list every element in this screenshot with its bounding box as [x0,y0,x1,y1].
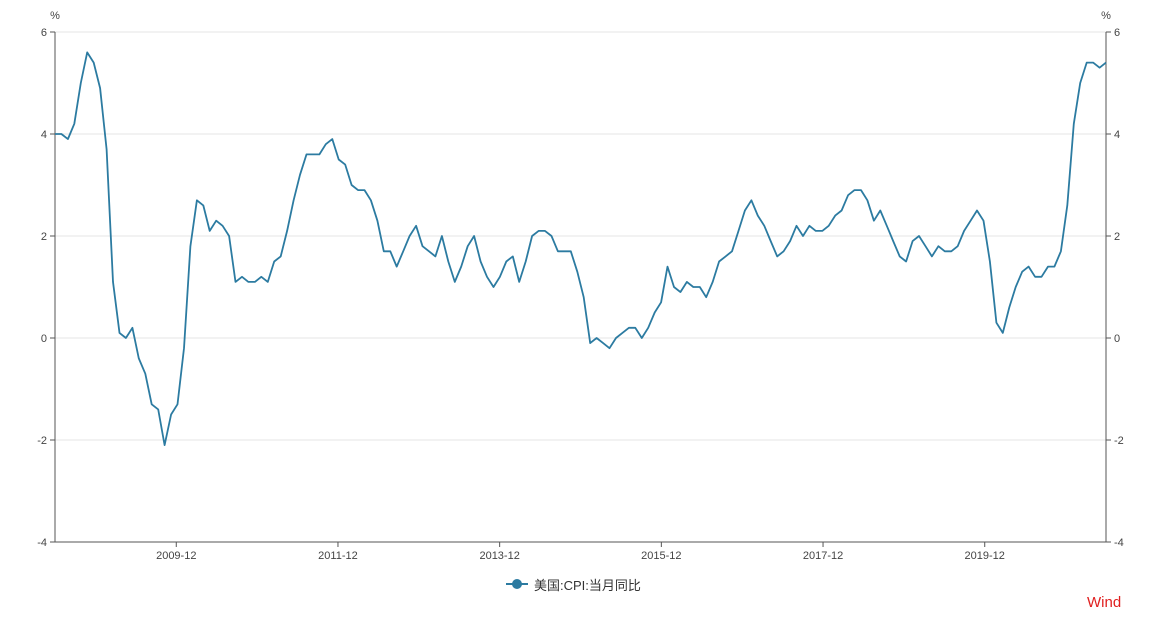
y-tick-label-right: 2 [1114,231,1120,243]
y-tick-label-left: -4 [37,537,47,549]
x-tick-label: 2015-12 [641,550,681,562]
y-tick-label-left: 6 [41,27,47,39]
gridlines [55,31,1106,441]
series-layer [55,51,1107,447]
y-tick-label-left: 2 [41,231,47,243]
wind-watermark: Wind [1087,594,1122,611]
y-tick-label-right: -2 [1114,435,1124,447]
y-tick-label-right: 4 [1114,129,1120,141]
legend-dot-icon [512,579,522,589]
left-y-axis-unit: % [50,10,60,22]
y-tick-label-left: 0 [41,333,47,345]
series-line [55,51,1107,447]
y-tick-label-right: 0 [1114,333,1120,345]
right-y-axis-unit: % [1101,10,1111,22]
y-tick-label-right: -4 [1114,537,1124,549]
x-tick-label: 2013-12 [479,550,519,562]
legend[interactable]: 美国:CPI:当月同比 [506,574,641,594]
x-tick-label: 2009-12 [156,550,196,562]
y-tick-label-left: 4 [41,129,47,141]
y-tick-label-right: 6 [1114,27,1120,39]
x-tick-label: 2011-12 [318,550,358,562]
x-tick-label: 2017-12 [803,550,843,562]
legend-label: 美国:CPI:当月同比 [534,577,641,593]
legend-line-marker-icon [506,579,528,589]
axis-ticks: 6 6 4 4 2 2 0 0 -2 -2 -4 -4 2009-12 2011-12 2013-12 201… [37,27,1124,562]
x-tick-label: 2019-12 [965,550,1005,562]
axes: % % [50,10,1111,543]
y-tick-label-left: -2 [37,435,47,447]
